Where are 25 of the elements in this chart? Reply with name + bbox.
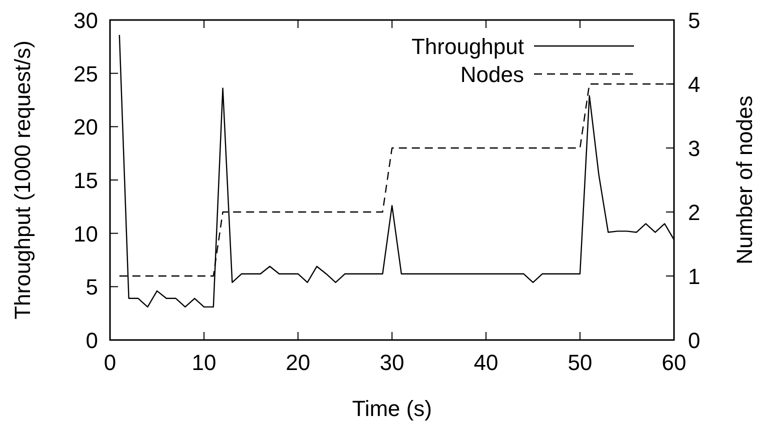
- y-tick-label: 25: [74, 61, 98, 86]
- x-tick-label: 50: [568, 350, 592, 375]
- x-tick-label: 0: [104, 350, 116, 375]
- y-tick-label: 5: [86, 274, 98, 300]
- y-tick-label: 30: [74, 8, 98, 33]
- x-tick-label: 40: [474, 350, 498, 375]
- y2-tick-label: 2: [688, 200, 700, 225]
- y-tick-label: 15: [74, 168, 98, 193]
- y-tick-label: 10: [74, 221, 98, 246]
- x-tick-label: 20: [286, 350, 310, 375]
- x-tick-label: 60: [662, 350, 686, 375]
- legend-label: Throughput: [411, 34, 524, 59]
- y2-axis-title: Number of nodes: [732, 96, 757, 264]
- y2-tick-label: 3: [688, 136, 700, 161]
- y2-tick-label: 1: [688, 264, 700, 289]
- y-tick-label: 20: [74, 114, 98, 140]
- x-tick-label: 10: [192, 350, 216, 375]
- y-axis-title: Throughput (1000 request/s): [10, 40, 35, 320]
- y-tick-label: 0: [86, 328, 98, 353]
- y2-tick-label: 4: [688, 72, 700, 97]
- x-tick-label: 30: [380, 350, 404, 375]
- y2-tick-label: 0: [688, 328, 700, 353]
- legend-label: Nodes: [460, 62, 524, 87]
- y2-tick-label: 5: [688, 8, 700, 33]
- x-axis-title: Time (s): [352, 396, 432, 421]
